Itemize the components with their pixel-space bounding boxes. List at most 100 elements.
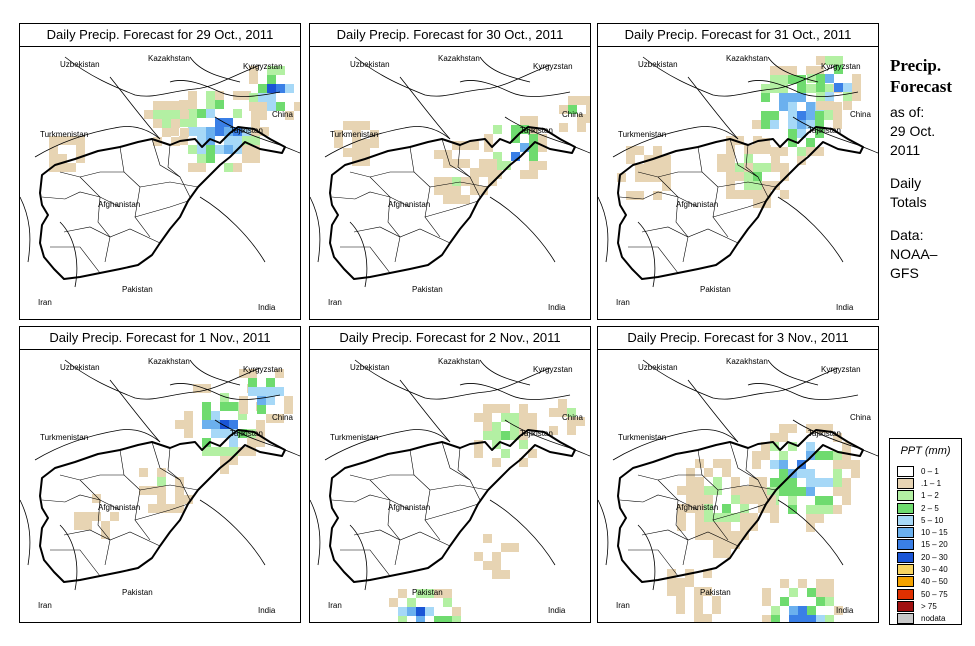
precip-cell <box>735 190 744 199</box>
country-border <box>747 80 859 97</box>
country-border <box>399 76 451 140</box>
precip-cell <box>258 84 267 93</box>
precip-cell <box>789 588 798 597</box>
country-border <box>479 359 531 386</box>
precip-cell <box>266 378 275 387</box>
precip-cell <box>788 496 797 505</box>
precip-cell <box>806 451 815 460</box>
precip-cell <box>713 531 722 540</box>
precip-cell <box>220 429 229 438</box>
precip-cell <box>206 145 215 154</box>
legend-item: 10 – 15 <box>890 526 961 539</box>
precip-cell <box>361 121 370 130</box>
precip-cell <box>816 579 825 588</box>
precip-cell <box>749 486 758 495</box>
precip-cell <box>816 615 825 622</box>
precip-cell <box>833 505 842 514</box>
precip-cell <box>238 429 247 438</box>
precip-cell <box>247 438 256 447</box>
precip-cell <box>501 404 510 413</box>
precip-cell <box>202 411 211 420</box>
precip-cell <box>139 468 148 477</box>
precip-cell <box>843 92 852 101</box>
label-tajikistan: Tajikistan <box>230 126 263 135</box>
label-kazakhstan: Kazakhstan <box>438 54 480 63</box>
precip-cell <box>758 477 767 486</box>
country-border <box>459 383 571 400</box>
label-pakistan: Pakistan <box>700 285 731 294</box>
precip-cell <box>443 616 452 622</box>
precip-cell <box>586 114 590 123</box>
precip-cell <box>779 102 788 111</box>
precip-cell <box>220 447 229 456</box>
precip-cell <box>266 387 275 396</box>
country-border <box>64 359 261 400</box>
precip-cell <box>806 469 815 478</box>
precip-cell <box>229 456 238 465</box>
precip-cell <box>492 561 501 570</box>
precip-cell <box>434 186 443 195</box>
precip-cell <box>233 91 242 100</box>
precip-cell <box>815 129 824 138</box>
precip-cell <box>101 521 110 530</box>
precip-cell <box>833 487 842 496</box>
precip-cell <box>197 154 206 163</box>
precip-cell <box>260 127 269 136</box>
forecast-panel-1: Daily Precip. Forecast for 29 Oct., 2011 <box>19 23 301 320</box>
map-boundaries <box>598 359 878 591</box>
precip-cell <box>153 110 162 119</box>
legend-swatch <box>897 465 914 477</box>
precip-cell <box>806 147 815 156</box>
country-labels: Uzbekistan Kazakhstan Kyrgyzstan Turkmen… <box>38 54 293 312</box>
precip-cell <box>717 163 726 172</box>
precip-cell <box>744 145 753 154</box>
precip-cell <box>470 186 479 195</box>
country-border <box>189 359 241 386</box>
precip-cell <box>704 513 713 522</box>
precip-cell <box>758 504 767 513</box>
precip-cell <box>483 404 492 413</box>
precip-cell <box>434 589 443 598</box>
precip-cell <box>644 173 653 182</box>
precip-cell <box>761 84 770 93</box>
label-china: China <box>562 413 583 422</box>
precip-cell <box>703 569 712 578</box>
precip-cell <box>753 145 762 154</box>
precip-cell <box>188 109 197 118</box>
country-border <box>169 383 281 400</box>
precip-cell <box>238 447 247 456</box>
precip-cell <box>239 369 248 378</box>
label-kyrgyzstan: Kyrgyzstan <box>533 62 573 71</box>
precip-cell <box>825 579 834 588</box>
precip-cell <box>83 521 92 530</box>
precip-cell <box>824 84 833 93</box>
precip-cell <box>492 570 501 579</box>
precip-cell <box>807 588 816 597</box>
forecast-map: Uzbekistan Kazakhstan Kyrgyzstan Turkmen… <box>598 357 878 622</box>
precip-cell <box>653 173 662 182</box>
precip-cell <box>452 195 461 204</box>
precip-cell <box>407 607 416 616</box>
precip-cell <box>834 65 843 74</box>
precip-cell <box>797 93 806 102</box>
precip-cell <box>76 154 85 163</box>
label-afghanistan: Afghanistan <box>676 200 718 209</box>
precip-cell <box>806 478 815 487</box>
precip-cell <box>434 150 443 159</box>
precip-cell <box>762 145 771 154</box>
precip-cell <box>770 120 779 129</box>
side-info: Precip. Forecast as of: 29 Oct. 2011 Dai… <box>890 55 974 283</box>
precip-cell <box>285 84 294 93</box>
precip-cell <box>744 154 753 163</box>
precip-cell <box>695 504 704 513</box>
label-iran: Iran <box>616 298 630 307</box>
precip-cell <box>452 186 461 195</box>
precip-cell <box>815 514 824 523</box>
precip-cell <box>501 413 510 422</box>
country-border <box>64 56 261 97</box>
precip-cell <box>188 163 197 172</box>
precip-cell <box>815 478 824 487</box>
legend-label: 5 – 10 <box>921 515 944 525</box>
country-border <box>637 524 656 591</box>
precip-cell <box>352 121 361 130</box>
